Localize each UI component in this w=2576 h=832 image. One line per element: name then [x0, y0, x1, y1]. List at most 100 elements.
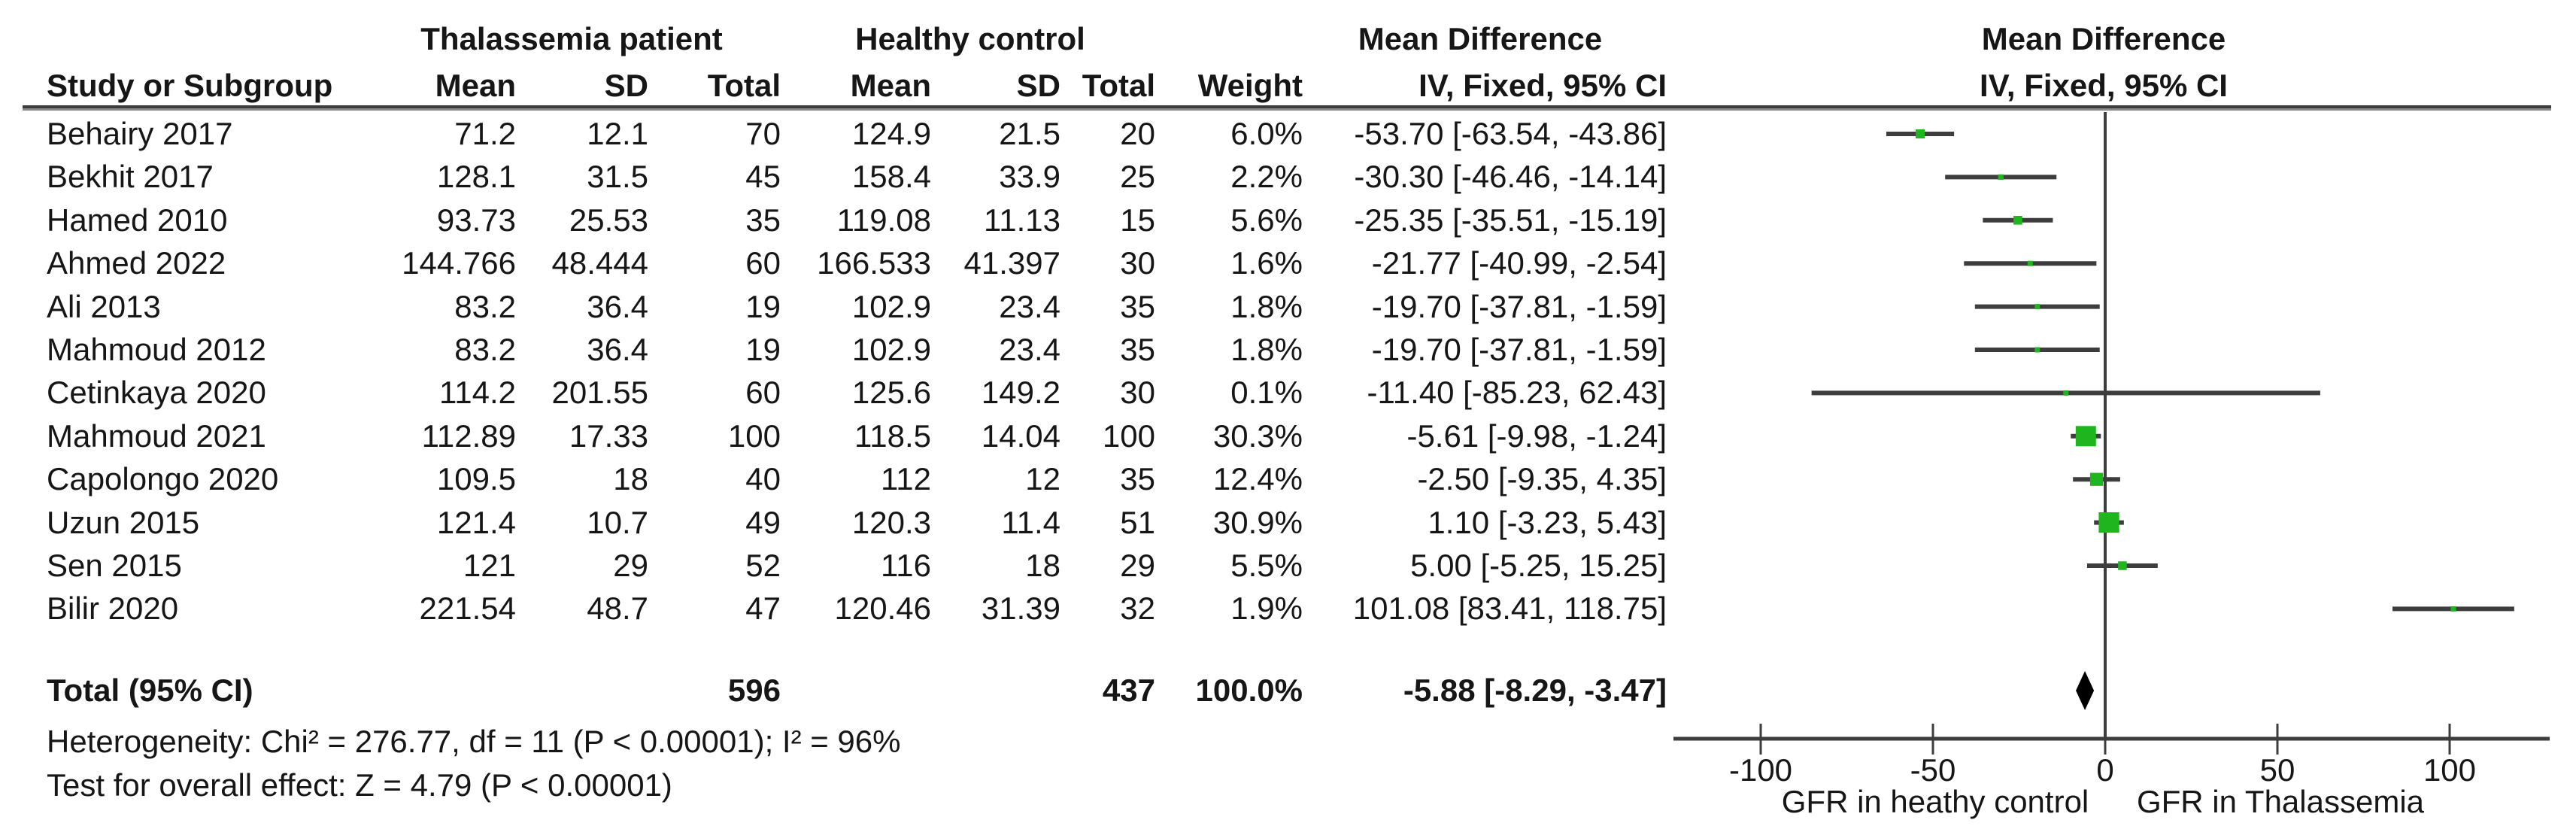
- cell-sd-control: 12: [1025, 461, 1060, 497]
- cell-effect-ci: -11.40 [-85.23, 62.43]: [1367, 375, 1667, 411]
- cell-sd-thalassemia: 29: [613, 548, 648, 583]
- tick-label: -50: [1910, 752, 1956, 788]
- cell-total-thalassemia: 45: [745, 159, 781, 195]
- cell-effect-ci: -53.70 [-63.54, -43.86]: [1354, 116, 1667, 151]
- header-divider-line: [23, 105, 2551, 111]
- cell-effect-ci: 101.08 [83.41, 118.75]: [1352, 591, 1667, 627]
- cell-mean-control: 120.3: [851, 504, 931, 540]
- cell-sd-thalassemia: 12.1: [587, 116, 648, 151]
- col-header-sd-control: SD: [1016, 68, 1060, 103]
- cell-weight: 1.8%: [1230, 288, 1303, 324]
- cell-sd-control: 11.13: [984, 202, 1060, 238]
- total-row-label: Total (95% CI): [47, 673, 253, 708]
- cell-mean-thalassemia: 93.73: [436, 202, 516, 238]
- cell-total-control: 25: [1120, 159, 1155, 195]
- study-name: Sen 2015: [47, 548, 182, 583]
- cell-weight: 5.6%: [1230, 202, 1303, 238]
- cell-mean-control: 166.533: [817, 245, 931, 281]
- cell-effect-ci: -25.35 [-35.51, -15.19]: [1354, 202, 1667, 238]
- cell-mean-thalassemia: 109.5: [436, 461, 516, 497]
- cell-mean-control: 125.6: [851, 375, 931, 411]
- cell-mean-thalassemia: 71.2: [454, 116, 516, 151]
- cell-sd-thalassemia: 36.4: [587, 288, 648, 324]
- cell-total-control: 15: [1120, 202, 1155, 238]
- cell-sd-thalassemia: 17.33: [569, 418, 648, 454]
- cell-total-thalassemia: 19: [745, 288, 781, 324]
- col-header-mean-control: Mean: [850, 68, 931, 103]
- study-name: Cetinkaya 2020: [47, 375, 266, 411]
- cell-sd-thalassemia: 10.7: [587, 504, 648, 540]
- col-header-total-thal: Total: [707, 68, 781, 103]
- cell-weight: 6.0%: [1230, 116, 1303, 151]
- cell-sd-control: 31.39: [981, 591, 1060, 627]
- cell-weight: 30.9%: [1212, 504, 1303, 540]
- cell-weight: 0.1%: [1230, 375, 1303, 411]
- axis-caption-left: GFR in heathy control: [1781, 784, 2089, 819]
- effect-square: [2075, 426, 2096, 447]
- effect-square: [2098, 512, 2119, 533]
- cell-sd-control: 23.4: [999, 288, 1060, 324]
- md-column-subtitle: IV, Fixed, 95% CI: [1418, 68, 1667, 103]
- cell-total-thalassemia: 40: [745, 461, 781, 497]
- cell-mean-thalassemia: 121.4: [436, 504, 516, 540]
- heterogeneity-stats: Heterogeneity: Chi² = 276.77, df = 11 (P…: [47, 724, 901, 759]
- cell-weight: 30.3%: [1212, 418, 1303, 454]
- effect-square: [1916, 129, 1925, 139]
- axis-caption-right: GFR in Thalassemia: [2136, 784, 2425, 819]
- cell-sd-thalassemia: 25.53: [569, 202, 648, 238]
- col-header-study: Study or Subgroup: [47, 68, 333, 103]
- cell-total-thalassemia: 49: [745, 504, 781, 540]
- cell-total-control: 30: [1120, 245, 1155, 281]
- cell-sd-thalassemia: 201.55: [551, 375, 648, 411]
- effect-square: [2034, 304, 2040, 310]
- cell-sd-control: 14.04: [981, 418, 1060, 454]
- effect-square: [2450, 606, 2456, 612]
- study-name: Bekhit 2017: [47, 159, 214, 195]
- cell-mean-thalassemia: 83.2: [454, 288, 516, 324]
- cell-mean-thalassemia: 83.2: [454, 332, 516, 367]
- cell-weight: 1.8%: [1230, 332, 1303, 367]
- cell-sd-control: 33.9: [999, 159, 1060, 195]
- cell-total-control: 51: [1120, 504, 1155, 540]
- cell-total-control: 30: [1120, 375, 1155, 411]
- study-name: Bilir 2020: [47, 591, 179, 627]
- total-weight: 100.0%: [1195, 673, 1303, 708]
- cell-weight: 5.5%: [1230, 548, 1303, 583]
- cell-weight: 2.2%: [1230, 159, 1303, 195]
- col-header-total-control: Total: [1082, 68, 1155, 103]
- cell-mean-control: 112: [881, 461, 931, 497]
- cell-effect-ci: -2.50 [-9.35, 4.35]: [1417, 461, 1667, 497]
- cell-effect-ci: -30.30 [-46.46, -14.14]: [1354, 159, 1667, 195]
- effect-square: [2027, 260, 2033, 266]
- cell-total-control: 35: [1120, 288, 1155, 324]
- col-header-sd-thal: SD: [604, 68, 648, 103]
- plot-title: Mean Difference: [1981, 21, 2226, 56]
- cell-total-thalassemia: 47: [745, 591, 781, 627]
- cell-mean-thalassemia: 144.766: [402, 245, 516, 281]
- total-n-thalassemia: 596: [727, 673, 781, 708]
- group-header-thalassemia: Thalassemia patient: [420, 21, 723, 56]
- cell-mean-control: 118.5: [854, 418, 931, 454]
- cell-weight: 12.4%: [1212, 461, 1303, 497]
- cell-total-thalassemia: 60: [745, 245, 781, 281]
- cell-sd-control: 149.2: [981, 375, 1060, 411]
- effect-square: [1998, 174, 2004, 181]
- effect-square: [2034, 347, 2040, 353]
- cell-mean-control: 116: [881, 548, 931, 583]
- study-name: Ali 2013: [47, 288, 161, 324]
- cell-effect-ci: 5.00 [-5.25, 15.25]: [1410, 548, 1667, 583]
- cell-sd-thalassemia: 48.444: [551, 245, 648, 281]
- cell-total-thalassemia: 100: [727, 418, 781, 454]
- study-name: Mahmoud 2021: [47, 418, 266, 454]
- cell-sd-control: 11.4: [1001, 504, 1060, 540]
- cell-sd-control: 18: [1025, 548, 1060, 583]
- cell-total-control: 32: [1120, 591, 1155, 627]
- tick-label: 100: [2423, 752, 2476, 788]
- plot-subtitle: IV, Fixed, 95% CI: [1980, 68, 2228, 103]
- cell-sd-control: 21.5: [999, 116, 1060, 151]
- cell-mean-control: 119.08: [836, 202, 931, 238]
- cell-effect-ci: 1.10 [-3.23, 5.43]: [1428, 504, 1667, 540]
- study-name: Uzun 2015: [47, 504, 200, 540]
